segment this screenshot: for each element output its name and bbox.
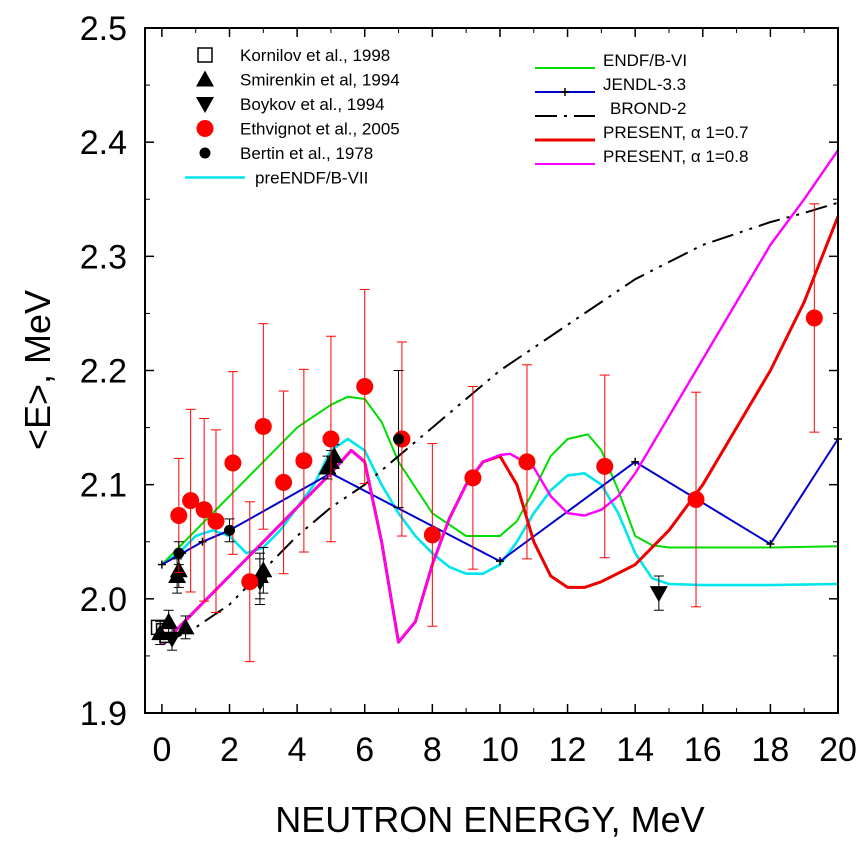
data-point <box>163 631 182 648</box>
series-line <box>161 201 839 646</box>
legend-label: BROND-2 <box>610 99 687 118</box>
data-point <box>275 473 293 491</box>
plot-frame <box>144 27 839 714</box>
data-point <box>805 309 823 327</box>
legend-entry-right: JENDL-3.3 <box>535 75 686 96</box>
data-point <box>151 624 170 641</box>
legend-entry-left: Bertin et al., 1978 <box>199 144 373 163</box>
x-tick-label: 2 <box>220 731 239 769</box>
legend-label: Smirenkin et al, 1994 <box>240 71 400 90</box>
data-point <box>224 524 236 536</box>
series-6 <box>161 395 839 566</box>
legend-swatch <box>197 47 213 63</box>
data-point <box>649 586 668 603</box>
data-point <box>207 512 225 530</box>
series-layer <box>150 149 842 663</box>
data-point <box>322 430 340 448</box>
data-point <box>173 547 185 559</box>
series-1 <box>151 444 344 645</box>
legend-entry-left: Ethvignot et al., 2005 <box>196 120 400 139</box>
data-point <box>176 618 195 635</box>
x-axis-label: NEUTRON ENERGY, MeV <box>275 799 704 840</box>
data-point <box>254 417 272 435</box>
data-point <box>356 377 374 395</box>
legend-label: Bertin et al., 1978 <box>240 144 373 163</box>
legend: Kornilov et al., 1998 Smirenkin et al, 19… <box>185 46 748 188</box>
x-tick-label: 4 <box>288 731 307 769</box>
data-point <box>464 469 482 487</box>
legend-swatch <box>196 97 214 113</box>
legend-label: preENDF/B-VII <box>255 169 368 188</box>
data-point <box>325 447 344 464</box>
legend-entry-left: preENDF/B-VII <box>185 169 368 188</box>
data-point <box>195 501 213 519</box>
x-tick-label: 6 <box>355 731 374 769</box>
series-3 <box>170 203 823 663</box>
series-4 <box>173 370 405 566</box>
data-point <box>596 457 614 475</box>
y-tick-label: 2.2 <box>80 353 127 391</box>
legend-label: Kornilov et al., 1998 <box>240 46 390 65</box>
legend-label: Boykov et al., 1994 <box>240 95 385 114</box>
series-line <box>161 395 839 566</box>
y-tick-label: 2.1 <box>80 467 127 505</box>
legend-entry-right: PRESENT, α 1=0.7 <box>535 123 748 142</box>
legend-entry-left: Boykov et al., 1994 <box>196 95 385 114</box>
data-point <box>182 492 200 510</box>
x-tick-label: 14 <box>616 731 654 769</box>
legend-swatch <box>199 147 211 159</box>
legend-entry-right: PRESENT, α 1=0.8 <box>535 147 748 166</box>
legend-entry-left: Smirenkin et al, 1994 <box>196 70 400 90</box>
data-point <box>518 453 536 471</box>
data-point <box>241 573 259 591</box>
y-tick-label: 1.9 <box>80 695 127 733</box>
data-point <box>687 491 705 509</box>
series-8 <box>161 201 839 646</box>
legend-label: JENDL-3.3 <box>603 75 686 94</box>
y-tick-label: 2.4 <box>80 124 127 162</box>
x-tick-label: 16 <box>684 731 722 769</box>
series-2 <box>163 558 668 651</box>
x-tick-label: 18 <box>751 731 789 769</box>
x-tick-label: 20 <box>819 731 857 769</box>
y-tick-label: 2.3 <box>80 238 127 276</box>
legend-label: PRESENT, α 1=0.8 <box>603 147 748 166</box>
data-point <box>295 452 313 470</box>
x-tick-label: 0 <box>152 731 171 769</box>
data-point <box>423 526 441 544</box>
legend-entry-right: BROND-2 <box>535 99 687 118</box>
x-tick-label: 10 <box>481 731 519 769</box>
y-axis-label: <E>, MeV <box>17 290 58 450</box>
legend-entry-right: ENDF/B-VI <box>535 51 687 70</box>
legend-entry-left: Kornilov et al., 1998 <box>197 46 390 65</box>
data-point <box>224 454 242 472</box>
data-point <box>393 433 405 445</box>
data-point <box>170 506 188 524</box>
x-tick-label: 8 <box>423 731 442 769</box>
legend-label: ENDF/B-VI <box>603 51 687 70</box>
legend-label: Ethvignot et al., 2005 <box>240 120 400 139</box>
tick-layer: 0 2 4 6 8 10 12 14 16 18 20 1.9 2.0 2.1 2.2 2.3 2.4 2.5 <box>80 10 857 769</box>
legend-swatch <box>196 120 214 137</box>
legend-swatch <box>196 70 214 87</box>
data-point <box>254 561 273 578</box>
y-tick-label: 2.0 <box>80 581 127 619</box>
x-tick-label: 12 <box>549 731 587 769</box>
data-point <box>159 612 178 629</box>
y-tick-label: 2.5 <box>80 10 127 48</box>
legend-label: PRESENT, α 1=0.7 <box>603 123 748 142</box>
